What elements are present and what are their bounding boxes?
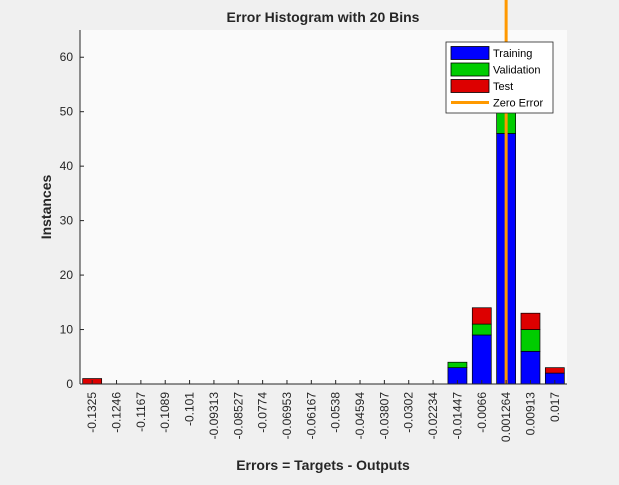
legend-label-validation: Validation [493,65,541,77]
x-tick-label: 0.001264 [499,392,513,442]
y-tick-label: 0 [66,377,73,391]
x-tick-label: -0.04594 [353,392,367,440]
x-tick-label: -0.01447 [450,392,464,440]
x-tick-label: -0.0538 [329,392,343,433]
x-tick-label: -0.1089 [158,392,172,433]
x-tick-label: -0.03807 [377,392,391,440]
bar-training-16 [471,334,492,385]
bar-validation-16 [471,323,492,336]
x-tick-label: -0.1167 [134,392,148,432]
legend-label-training: Training [493,48,532,60]
x-tick-label: 0.00913 [523,392,537,436]
legend-swatch-test [450,79,490,93]
legend-label-zero-error: Zero Error [493,98,543,110]
chart-title: Error Histogram with 20 Bins [227,9,420,25]
legend-swatch-validation [450,62,490,77]
x-tick-label: -0.1246 [110,392,124,433]
x-tick-label: -0.06953 [280,392,294,440]
legend-label-test: Test [493,81,513,93]
x-axis-label: Errors = Targets - Outputs [236,457,410,473]
y-tick-label: 10 [60,323,74,337]
x-tick-label: -0.101 [183,392,197,426]
y-tick-label: 30 [60,214,74,228]
x-tick-label: -0.09313 [207,392,221,440]
y-tick-label: 20 [60,268,74,282]
y-tick-label: 60 [60,50,74,64]
bar-training-18 [520,350,541,385]
legend-swatch-training [450,46,490,60]
x-tick-label: -0.0302 [402,392,416,433]
x-tick-label: -0.02234 [426,392,440,440]
y-axis-label: Instances [38,174,54,239]
x-tick-label: 0.017 [548,392,562,422]
x-tick-label: -0.0066 [475,392,489,433]
bar-test-16 [471,307,492,325]
axes: 0 10 20 30 40 50 60 -0.1325 -0.1246 -0.1167 -0.108… [60,30,567,442]
x-tick-label: -0.06167 [304,392,318,440]
bar-validation-15 [447,361,468,369]
bar-validation-18 [520,329,541,352]
legend: Training Validation Test Zero Error [445,41,554,114]
y-tick-label: 50 [60,105,74,119]
x-tick-label: -0.08527 [231,392,245,440]
bar-test-19 [544,367,565,374]
y-tick-label: 40 [60,159,74,173]
bar-test-18 [520,312,541,330]
x-tick-label: -0.1325 [85,392,99,433]
x-tick-label: -0.0774 [256,392,270,433]
